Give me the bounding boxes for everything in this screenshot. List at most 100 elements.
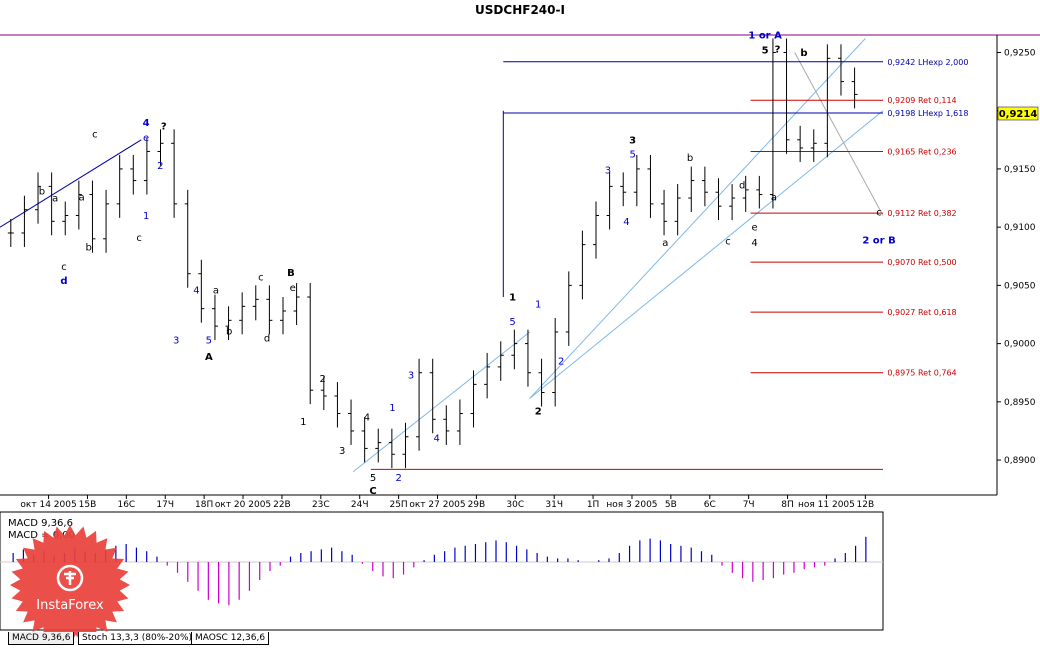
x-tick-label: 8П (781, 500, 794, 510)
wave-label: 5 (509, 317, 515, 328)
tab-maosc[interactable]: MAOSC 12,36,6 (191, 632, 270, 645)
wave-label: 2 (320, 374, 326, 385)
instaforex-logo: InstaForex (10, 525, 130, 645)
wave-label: 2 (558, 357, 564, 368)
level-label: 0,9198 LHexp 1,618 (887, 109, 968, 118)
wave-label: d (739, 181, 745, 192)
wave-label: ? (775, 44, 781, 55)
wave-label: 3 (173, 336, 179, 347)
x-tick-label: 24Ч (351, 500, 369, 510)
wave-label: 3 (408, 371, 414, 382)
projection-line (794, 52, 884, 216)
wave-label: e (751, 223, 757, 234)
wave-label: 5 (762, 46, 769, 57)
wave-label: 2 (395, 473, 401, 484)
x-tick-label: 22В (273, 500, 291, 510)
y-tick-label: 0,9000 (1004, 340, 1036, 350)
wave-label: 1 (535, 300, 541, 311)
wave-label: e (290, 283, 296, 294)
tab-macd[interactable]: MACD 9,36,6 (8, 632, 75, 645)
trend-channel (0, 38, 884, 473)
x-tick-label: 18П (195, 500, 213, 510)
channel-lower (529, 110, 884, 399)
level-label: 0,9209 Ret 0,114 (887, 96, 956, 105)
x-tick-label: 12В (857, 500, 875, 510)
wave-label: C (369, 486, 376, 497)
wave-label: A (205, 352, 213, 363)
wave-label: 3 (605, 166, 611, 177)
wave-label: b (800, 48, 807, 59)
x-tick-label: 5В (665, 500, 677, 510)
wave-label: ? (161, 121, 167, 132)
level-label: 0,9112 Ret 0,382 (887, 209, 956, 218)
wave-label: 1 or A (748, 30, 782, 41)
y-tick-label: 0,8950 (1004, 398, 1036, 408)
wave-label: B (287, 268, 295, 279)
wave-label: a (662, 238, 668, 249)
x-tick-label: 17Ч (156, 500, 174, 510)
y-tick-label: 0,9050 (1004, 281, 1036, 291)
channel-upper (529, 38, 866, 399)
wave-label: b (39, 187, 45, 198)
wave-label: 4 (623, 217, 629, 228)
wave-label: 4 (143, 118, 150, 129)
x-tick-label: окт 20 2005 (215, 500, 271, 510)
wave-label: b (687, 153, 693, 164)
wave-label: 2 or B (862, 235, 895, 246)
channel-early (352, 331, 531, 473)
macd-value-label: MACD = 0,00 (8, 530, 75, 541)
wave-label: 4 (193, 286, 199, 297)
x-tick-label: 29В (468, 500, 486, 510)
wave-label: d (264, 333, 270, 344)
x-tick-label: 23С (312, 500, 330, 510)
level-label: 0,8975 Ret 0,764 (887, 369, 956, 378)
wave-label: 4 (433, 433, 439, 444)
wave-label: b (226, 326, 232, 337)
wave-label: c (258, 273, 264, 284)
wave-label: 3 (339, 446, 345, 457)
wave-label: 5 (629, 149, 635, 160)
tab-stoch[interactable]: Stoch 13,3,3 (80%-20%) (78, 632, 197, 645)
x-tick-label: 31Ч (545, 500, 563, 510)
wave-label: 3 (629, 135, 636, 146)
x-tick-label: окт 27 2005 (409, 500, 465, 510)
y-tick-label: 0,8900 (1004, 456, 1036, 466)
x-tick-label: 15В (79, 500, 97, 510)
current-price-label: 0,9214 (999, 109, 1038, 120)
level-label: 0,9027 Ret 0,618 (887, 308, 956, 317)
x-tick-label: 1П (587, 500, 600, 510)
current-price-box (997, 106, 1039, 121)
macd-label: MACD 9,36,6 (8, 518, 73, 529)
wave-label: c (725, 237, 731, 248)
wave-label: c (61, 262, 67, 273)
wave-label: 1 (509, 293, 516, 304)
fib-levels: 0,9242 LHexp 2,000 0,9209 Ret 0,114 0,9198… (370, 58, 968, 470)
wave-label: a (52, 194, 58, 205)
level-label: 0,9242 LHexp 2,000 (887, 58, 968, 67)
wave-label: 4 (751, 238, 757, 249)
wave-label: 1 (300, 417, 306, 428)
x-tick-label: 16С (117, 500, 135, 510)
x-tick-label: 30С (506, 500, 524, 510)
macd-panel (0, 511, 884, 631)
y-tick-label: 0,9150 (1004, 165, 1036, 175)
macd-histogram (0, 536, 883, 606)
wave-label: 4 (364, 412, 370, 423)
early-trendline (0, 139, 142, 228)
y-tick-label: 0,9250 (1004, 48, 1036, 58)
wave-label: a (771, 192, 777, 203)
wave-label: 2 (157, 161, 163, 172)
x-tick-label: 7Ч (743, 500, 755, 510)
x-tick-label: 25П (389, 500, 407, 510)
wave-label: 5 (370, 473, 376, 484)
wave-label: 1 (389, 403, 395, 414)
wave-label: b (86, 242, 92, 253)
wave-label: d (60, 276, 67, 287)
wave-label: a (213, 286, 219, 297)
level-label: 0,9165 Ret 0,236 (887, 147, 956, 156)
wave-label: c (876, 208, 882, 219)
wave-label: 2 (535, 407, 542, 418)
wave-label: a (79, 192, 85, 203)
